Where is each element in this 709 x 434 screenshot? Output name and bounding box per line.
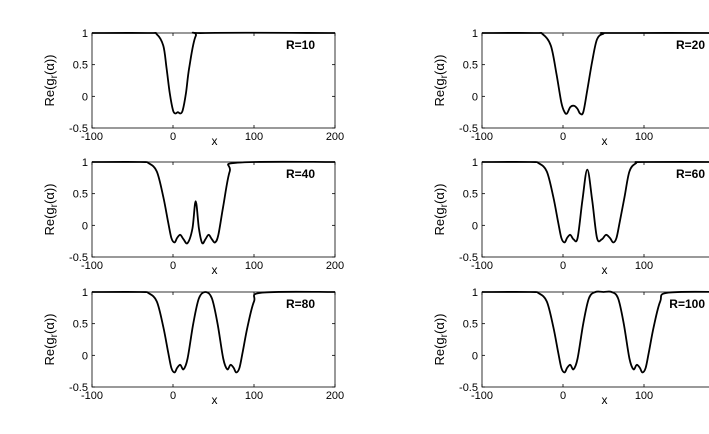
y-axis-label: Re(gr(α)) [432,313,450,365]
x-tick-label: 0 [560,131,566,143]
panel-annotation: R=60 [676,167,705,181]
panel-annotation: R=20 [676,38,705,52]
x-tick-label: -100 [81,131,103,143]
y-tick-label: 0 [472,220,478,232]
panel-annotation: R=10 [286,38,315,52]
x-tick-label: 100 [635,131,653,143]
series-line [91,290,336,374]
x-tick-label: 200 [326,390,344,402]
y-tick-label: 0 [82,350,88,362]
y-tick-label: 0 [472,350,478,362]
x-tick-label: -100 [471,390,493,402]
series-line [91,31,336,115]
x-tick-label: 100 [245,390,263,402]
y-tick-label: 1 [82,28,88,40]
x-axis-label: x [602,393,608,407]
x-axis-label: x [212,393,218,407]
y-tick-label: 1 [472,28,478,40]
y-tick-label: -0.5 [459,382,478,394]
y-tick-label: 0.5 [73,189,88,201]
panel-annotation: R=100 [669,297,705,311]
x-tick-label: 100 [635,390,653,402]
y-tick-label: 0.5 [463,189,478,201]
panel-5: -100 0 100 200 1 0.5 0 -0.5 x Re(gr(α)) R=80 [42,287,344,407]
y-tick-label: 0 [472,91,478,103]
series-line [91,160,336,245]
x-tick-label: 200 [326,131,344,143]
axes-box [91,161,336,258]
x-tick-label: 0 [560,390,566,402]
series-line [481,161,709,244]
x-tick-label: 200 [326,260,344,272]
x-tick-label: 0 [170,131,176,143]
x-tick-label: -100 [81,260,103,272]
y-tick-label: -0.5 [69,382,88,394]
x-axis-label: x [212,263,218,277]
y-tick-label: 0.5 [73,60,88,72]
series-line [481,32,709,116]
series-line [481,290,709,374]
x-axis-label: x [602,263,608,277]
x-axis-label: x [602,134,608,148]
x-axis-label: x [212,134,218,148]
x-tick-label: -100 [471,131,493,143]
panel-3: -100 0 100 200 1 0.5 0 -0.5 x Re(gr(α)) R=40 [42,157,344,277]
y-tick-label: -0.5 [459,252,478,264]
y-axis-label: Re(gr(α)) [42,183,60,235]
y-tick-label: 1 [472,157,478,169]
panel-1: -100 0 100 200 1 0.5 0 -0.5 x Re(gr(α)) R=10 [42,28,344,148]
x-tick-label: 100 [635,260,653,272]
y-tick-label: 1 [82,157,88,169]
y-axis-label: Re(gr(α)) [42,54,60,106]
axes-box [91,291,336,388]
y-tick-label: 0 [82,220,88,232]
x-tick-label: 0 [560,260,566,272]
panel-annotation: R=40 [286,167,315,181]
x-tick-label: -100 [81,390,103,402]
x-tick-label: 100 [245,131,263,143]
y-tick-label: 0 [82,91,88,103]
y-tick-label: 0.5 [463,319,478,331]
x-tick-label: 0 [170,390,176,402]
y-tick-label: 1 [472,287,478,299]
y-axis-label: Re(gr(α)) [432,54,450,106]
y-tick-label: 0.5 [463,60,478,72]
y-tick-label: 1 [82,287,88,299]
y-tick-label: 0.5 [73,319,88,331]
axes-box [481,161,709,258]
panel-annotation: R=80 [286,297,315,311]
x-tick-label: 100 [245,260,263,272]
x-tick-label: -100 [471,260,493,272]
y-tick-label: -0.5 [459,123,478,135]
x-tick-label: 0 [170,260,176,272]
y-axis-label: Re(gr(α)) [432,183,450,235]
y-tick-label: -0.5 [69,123,88,135]
y-axis-label: Re(gr(α)) [42,313,60,365]
y-tick-label: -0.5 [69,252,88,264]
